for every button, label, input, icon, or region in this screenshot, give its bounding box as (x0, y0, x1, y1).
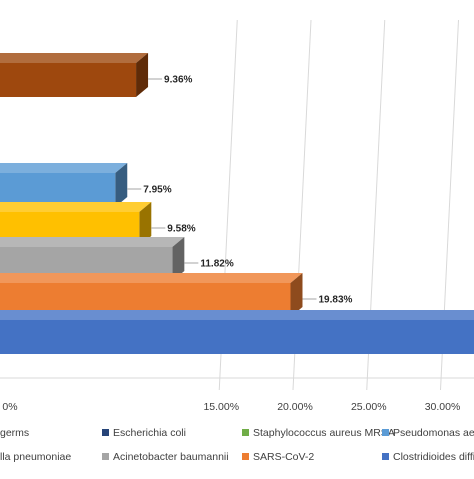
legend-swatch (242, 429, 249, 436)
bar-top-face (0, 202, 152, 212)
legend-label: lla pneumoniae (0, 451, 71, 463)
bar-top-face (0, 163, 128, 173)
legend-swatch (102, 453, 109, 460)
bar-side-face (172, 237, 185, 281)
bar-side-face (139, 202, 152, 246)
legend-label: Acinetobacter baumannii (113, 451, 229, 463)
bar (0, 320, 474, 354)
data-label: 11.82% (200, 259, 233, 270)
legend-label: germs (0, 427, 29, 439)
x-tick-label: 15.00% (203, 401, 239, 413)
data-label: 9.36% (164, 75, 192, 86)
legend-label: Pseudomonas aerugi (393, 427, 474, 439)
bar-top-face (0, 310, 474, 320)
x-tick-label: 0% (2, 401, 17, 413)
x-tick-label: 20.00% (277, 401, 313, 413)
legend-swatch (382, 429, 389, 436)
bar-side-face (290, 273, 303, 317)
legend-label: Staphylococcus aureus MRSA (253, 427, 395, 439)
legend-swatch (242, 453, 249, 460)
legend-swatch (382, 453, 389, 460)
legend-label: Escherichia coli (113, 427, 186, 439)
x-tick-label: 25.00% (351, 401, 387, 413)
data-label: 7.95% (143, 185, 171, 196)
data-label: 9.58% (167, 224, 195, 235)
bar (0, 63, 137, 97)
bar (0, 173, 116, 207)
bar-side-face (115, 163, 128, 207)
bar-top-face (0, 273, 303, 283)
x-tick-label: 30.00% (425, 401, 461, 413)
bar-side-face (136, 53, 149, 97)
legend-label: Clostridioides difficil (393, 451, 474, 463)
bar-top-face (0, 53, 149, 63)
legend-label: SARS-CoV-2 (253, 451, 314, 463)
legend-swatch (102, 429, 109, 436)
data-label: 19.83% (318, 295, 352, 306)
bar-top-face (0, 237, 185, 247)
